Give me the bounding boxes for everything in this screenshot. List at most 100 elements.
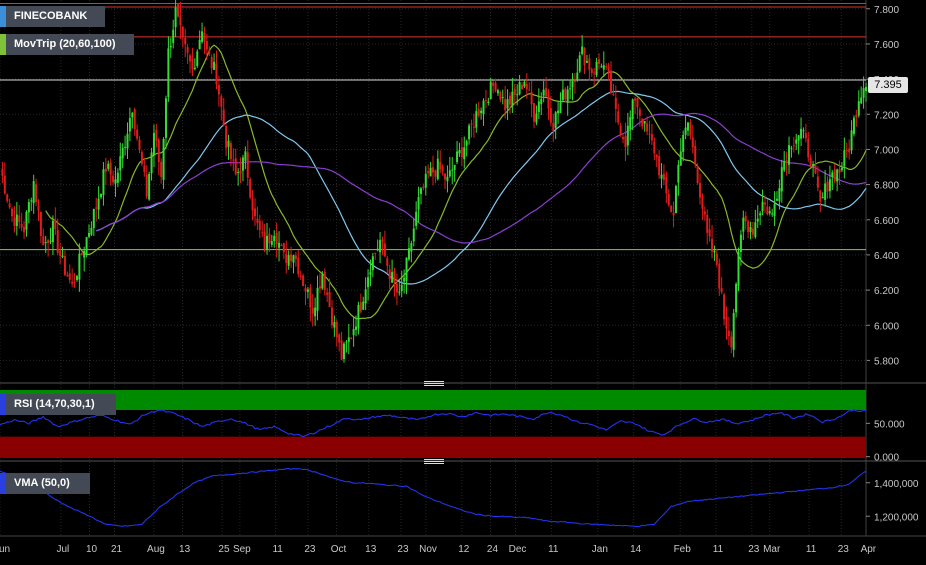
candle — [290, 246, 293, 268]
candle-body — [788, 145, 791, 165]
candle-body — [249, 179, 252, 198]
candle-body — [545, 88, 548, 97]
candle — [184, 28, 187, 58]
candle-body — [855, 115, 858, 118]
candle-body — [410, 243, 413, 252]
candle — [35, 178, 38, 207]
candle-body — [444, 173, 447, 180]
candle-body — [865, 86, 867, 92]
x-tick-label: 23 — [748, 544, 760, 555]
candle-body — [660, 174, 663, 179]
x-tick-label: Jul — [56, 544, 69, 555]
candle-body — [278, 242, 281, 248]
candle — [30, 197, 33, 211]
rsi-panel-title[interactable]: RSI (14,70,30,1) — [0, 394, 116, 415]
candle — [566, 85, 569, 116]
candle-body — [492, 82, 495, 86]
candle-body — [152, 132, 155, 156]
candle-body — [215, 63, 218, 85]
moving-average-label[interactable]: MovTrip (20,60,100) — [0, 34, 134, 55]
candle — [706, 209, 709, 245]
rsi-vma-resize-handle[interactable] — [424, 459, 444, 465]
candle — [258, 214, 261, 239]
candle — [227, 134, 230, 160]
candle-body — [253, 208, 256, 217]
candle-body — [393, 270, 396, 283]
candle — [547, 88, 550, 120]
candle — [383, 230, 386, 258]
candle-body — [836, 169, 839, 182]
candle — [742, 210, 745, 240]
candle-body — [299, 275, 302, 277]
candle — [256, 206, 259, 230]
candle-body — [261, 232, 264, 234]
candle-body — [528, 89, 531, 91]
candle — [699, 173, 702, 205]
candle — [1, 161, 4, 184]
candle-body — [571, 81, 574, 88]
candle-body — [225, 125, 228, 148]
candle-body — [338, 334, 341, 343]
candle — [253, 198, 256, 226]
candle-body — [737, 252, 740, 286]
candle — [809, 154, 812, 168]
candle-body — [314, 307, 317, 317]
candle-body — [795, 139, 798, 144]
x-tick-label: Apr — [861, 544, 877, 555]
candle-body — [227, 140, 230, 147]
candle-body — [809, 157, 812, 167]
vma-line — [0, 467, 867, 528]
candle-body — [549, 108, 552, 123]
candle-body — [13, 217, 16, 227]
candle-body — [677, 164, 680, 183]
candle — [23, 220, 26, 239]
x-tick-label: Mar — [763, 544, 781, 555]
candle — [371, 252, 374, 278]
candle-body — [857, 101, 860, 116]
candle-body — [735, 283, 738, 313]
candle-body — [92, 208, 95, 229]
candle-body — [605, 66, 608, 68]
candle-body — [306, 289, 309, 292]
price-chart-title[interactable]: FINECOBANK — [0, 6, 105, 27]
candle-body — [210, 56, 213, 69]
candle — [198, 30, 201, 50]
candle-body — [68, 273, 71, 280]
vma-panel-title[interactable]: VMA (50,0) — [0, 473, 90, 494]
price-tick-label: 6.200 — [874, 286, 899, 297]
candle-body — [107, 163, 110, 169]
vma-tick-label: 1,400,000 — [874, 479, 919, 490]
candle — [328, 278, 331, 308]
candle — [444, 173, 447, 190]
candle — [90, 221, 93, 236]
price-tick-label: 5.800 — [874, 356, 899, 367]
candle — [718, 258, 721, 296]
candle-body — [557, 110, 560, 114]
candle — [376, 239, 379, 252]
price-rsi-resize-handle[interactable] — [424, 381, 444, 387]
candle — [451, 157, 454, 185]
candle-body — [484, 99, 487, 101]
candle — [220, 94, 223, 121]
candle-body — [699, 183, 702, 198]
candle — [641, 118, 644, 130]
candle-body — [831, 172, 834, 177]
candle — [369, 259, 372, 287]
candle — [576, 58, 579, 82]
candle-body — [624, 136, 627, 148]
candle — [316, 275, 319, 321]
candle — [71, 268, 74, 287]
x-tick-label: Sep — [233, 544, 251, 555]
candle — [489, 77, 492, 100]
candle-body — [193, 67, 196, 70]
rsi-overbought-zone — [0, 390, 866, 410]
candle — [429, 161, 432, 177]
candle-body — [636, 98, 639, 108]
candle-body — [203, 32, 206, 42]
candle-body — [350, 337, 353, 339]
candle-body — [713, 250, 716, 253]
candle-body — [140, 152, 143, 164]
candle — [836, 168, 839, 192]
candle-body — [499, 91, 502, 100]
candle — [95, 197, 98, 222]
